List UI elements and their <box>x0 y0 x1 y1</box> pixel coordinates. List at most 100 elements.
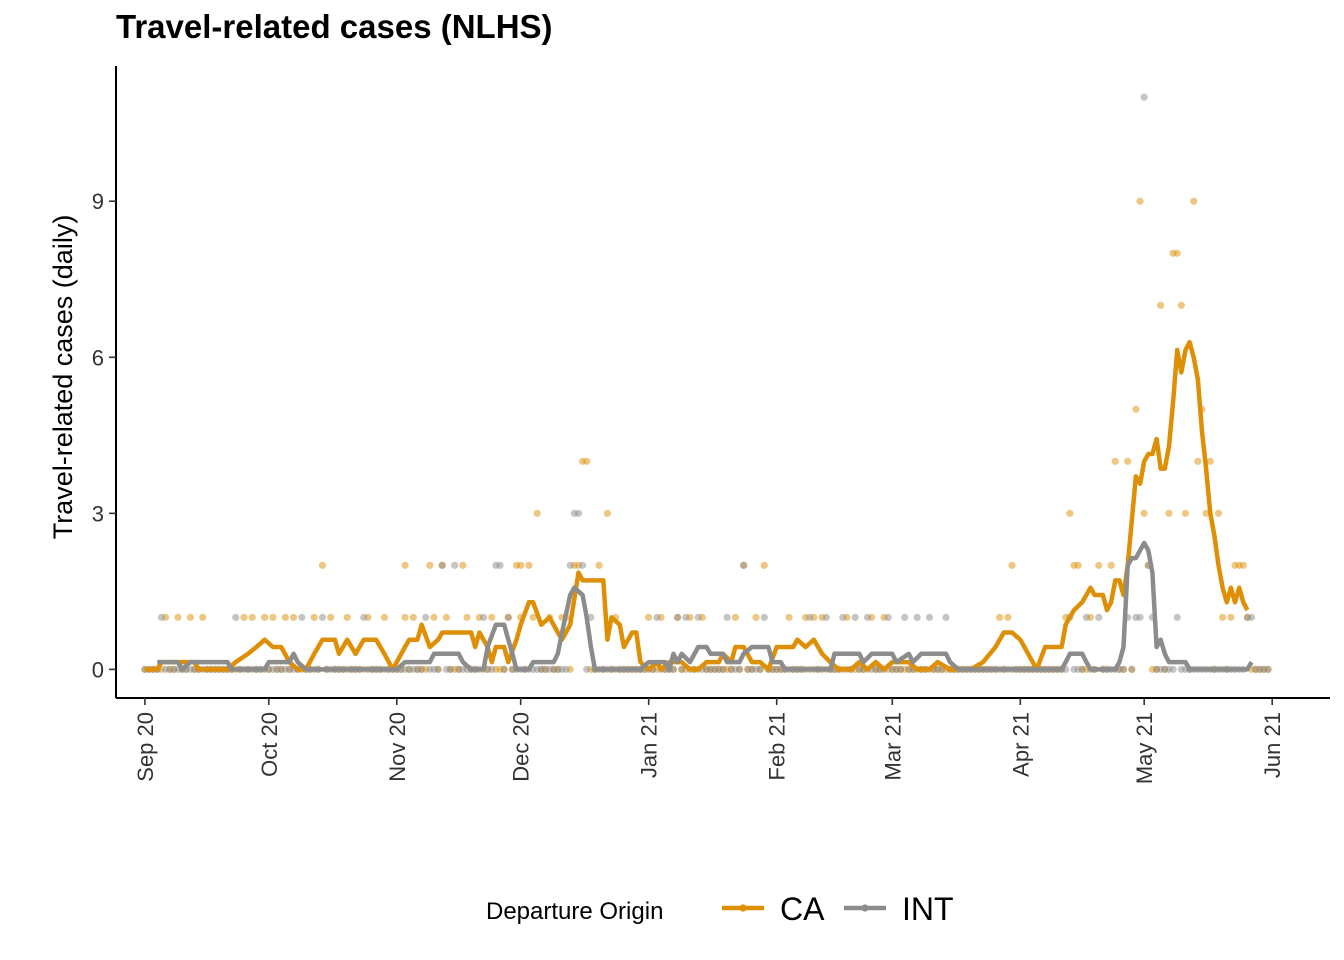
ca-point <box>174 613 182 621</box>
int-point <box>653 613 661 621</box>
ca-point <box>426 561 434 569</box>
int-point <box>583 665 591 673</box>
ca-point <box>1111 457 1119 465</box>
ca-point <box>240 613 248 621</box>
ca-point <box>310 613 318 621</box>
ca-point <box>583 457 591 465</box>
int-point <box>723 613 731 621</box>
ca-point <box>269 613 277 621</box>
ca-point <box>1157 301 1165 309</box>
int-point <box>719 665 727 673</box>
ca-point <box>1214 509 1223 517</box>
int-point <box>1095 613 1103 621</box>
ca-point <box>1194 457 1202 465</box>
int-point <box>504 613 512 621</box>
ca-point <box>488 613 496 621</box>
int-point <box>417 665 426 673</box>
int-point <box>913 613 921 621</box>
ca-point <box>752 613 760 621</box>
ca-point <box>380 613 389 621</box>
x-tick-label: Feb 21 <box>765 712 790 781</box>
int-point <box>446 665 455 673</box>
ca-point <box>248 613 256 621</box>
ca-point <box>463 613 471 621</box>
int-point <box>360 613 368 621</box>
x-tick-label: Sep 20 <box>133 712 158 782</box>
ca-point <box>1008 561 1016 569</box>
y-tick-label: 3 <box>92 501 104 526</box>
legend-ca-label: CA <box>780 891 825 927</box>
ca-point <box>401 613 409 621</box>
int-point <box>678 665 686 673</box>
rolling-lines <box>144 339 1254 672</box>
y-tick-label: 0 <box>92 657 104 682</box>
y-tick-label: 6 <box>92 345 104 370</box>
int-point <box>756 665 764 673</box>
legend-int-label: INT <box>902 891 954 927</box>
int-point <box>694 613 702 621</box>
ca-point <box>1095 561 1103 569</box>
int-point <box>901 613 909 621</box>
ca-rolling-line <box>144 339 1250 672</box>
ca-point <box>1132 405 1140 413</box>
ca-point <box>1190 197 1198 205</box>
int-point <box>574 509 583 517</box>
int-point <box>298 613 306 621</box>
int-point <box>488 665 496 673</box>
int-point <box>1140 93 1148 101</box>
int-point <box>740 561 748 569</box>
int-point <box>682 613 690 621</box>
int-point <box>760 613 768 621</box>
x-tick-label: Apr 21 <box>1008 712 1033 777</box>
int-point <box>735 665 744 673</box>
y-axis-title: Travel-related cases (daily) <box>48 215 78 540</box>
legend: Departure Origin CA INT <box>486 891 954 927</box>
legend-int-dot <box>861 904 869 912</box>
int-rolling-line <box>157 540 1254 672</box>
ca-point <box>327 613 335 621</box>
ca-point <box>1227 613 1235 621</box>
int-point <box>1264 665 1272 673</box>
ca-point <box>525 561 533 569</box>
ca-point <box>401 561 409 569</box>
ca-point <box>1206 457 1214 465</box>
ca-point <box>343 613 351 621</box>
x-tick-label: Jun 21 <box>1260 712 1285 778</box>
int-point <box>562 665 570 673</box>
int-point <box>422 613 430 621</box>
int-point <box>500 665 508 673</box>
int-point <box>942 613 950 621</box>
ca-point <box>517 561 525 569</box>
ca-point <box>186 613 194 621</box>
ca-point <box>595 561 603 569</box>
ca-point <box>996 613 1004 621</box>
ca-point <box>603 509 611 517</box>
chart-title: Travel-related cases (NLHS) <box>116 8 553 45</box>
legend-title: Departure Origin <box>486 898 663 925</box>
int-point <box>806 613 814 621</box>
int-point <box>851 613 859 621</box>
int-point <box>925 613 934 621</box>
int-point <box>822 613 830 621</box>
ca-point <box>409 613 417 621</box>
ca-point <box>1107 561 1115 569</box>
int-point <box>1082 613 1090 621</box>
int-point <box>479 613 488 621</box>
ca-point <box>459 561 467 569</box>
ca-point <box>1239 561 1247 569</box>
int-point <box>1247 613 1256 621</box>
int-point <box>496 561 504 569</box>
x-tick-label: Mar 21 <box>880 712 905 780</box>
y-tick-label: 9 <box>92 189 104 214</box>
ca-point <box>1136 197 1144 205</box>
ca-point <box>1074 561 1082 569</box>
ca-point <box>645 613 653 621</box>
ca-point <box>1177 301 1185 309</box>
int-point <box>438 561 446 569</box>
int-point <box>566 561 574 569</box>
ca-point <box>281 613 289 621</box>
int-point <box>1136 613 1144 621</box>
int-point <box>896 665 905 673</box>
ca-point <box>1219 613 1227 621</box>
